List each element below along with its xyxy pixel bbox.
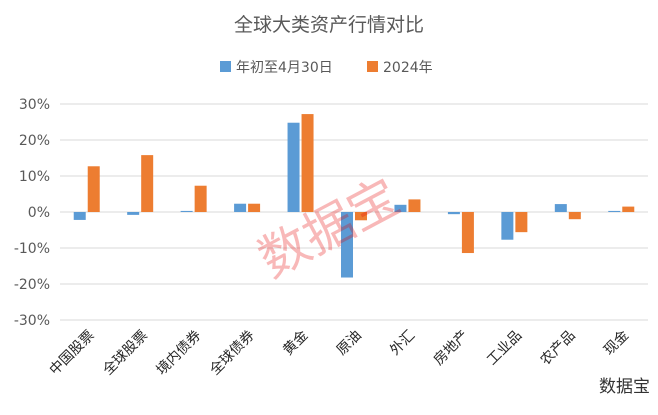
x-tick-label: 原油	[334, 328, 365, 359]
legend-swatch	[367, 61, 378, 72]
chart-title: 全球大类资产行情对比	[234, 14, 424, 36]
x-tick-label: 全球债券	[206, 327, 258, 379]
bar	[355, 212, 367, 221]
bar	[248, 203, 261, 212]
bar	[287, 122, 300, 212]
bar	[341, 212, 353, 278]
x-tick-label: 中国股票	[47, 328, 98, 379]
bar	[73, 212, 86, 220]
y-tick-label: -20%	[14, 277, 50, 293]
bar	[515, 212, 528, 233]
x-tick-label: 工业品	[484, 328, 525, 369]
watermark-center: 数据宝	[249, 167, 409, 289]
legend-entry: 年初至4月30日	[236, 59, 333, 76]
bar	[447, 212, 460, 215]
y-tick-label: 20%	[19, 133, 50, 149]
legend-entry: 2024年	[383, 60, 433, 76]
bar	[408, 199, 421, 212]
x-tick-label: 现金	[601, 328, 632, 359]
bar	[180, 210, 193, 212]
bar	[622, 206, 635, 212]
bar	[501, 212, 514, 240]
x-tick-label: 农产品	[538, 328, 579, 369]
bar	[127, 212, 140, 215]
bars	[73, 114, 635, 278]
bar	[568, 212, 581, 220]
y-axis: 30% 20% 10% 0% -10% -20% -30%	[14, 97, 50, 329]
x-tick-label: 全球股票	[99, 327, 151, 379]
x-axis: 中国股票 全球股票 境内债券 全球债券 黄金 原油 外汇 房地产 工业品 农产品 现金	[47, 327, 632, 379]
bar	[87, 166, 100, 212]
x-tick-label: 境内债券	[154, 328, 205, 379]
y-tick-label: 30%	[19, 97, 50, 113]
bar	[234, 203, 247, 212]
x-tick-label: 房地产	[431, 328, 472, 369]
bar	[194, 185, 207, 212]
y-tick-label: -30%	[14, 313, 50, 329]
legend: 年初至4月30日 2024年	[220, 59, 433, 76]
bar	[554, 204, 567, 212]
y-tick-label: -10%	[14, 241, 50, 257]
gridlines	[60, 103, 648, 321]
bar	[461, 212, 474, 254]
watermark-corner: 数据宝	[599, 377, 650, 397]
x-tick-label: 黄金	[280, 327, 312, 359]
x-tick-label: 外汇	[387, 328, 418, 359]
bar	[141, 155, 154, 212]
bar	[301, 114, 314, 212]
y-tick-label: 10%	[19, 169, 50, 185]
bar	[608, 210, 621, 212]
bar	[394, 204, 407, 212]
legend-swatch	[220, 61, 231, 72]
y-tick-label: 0%	[28, 205, 50, 221]
